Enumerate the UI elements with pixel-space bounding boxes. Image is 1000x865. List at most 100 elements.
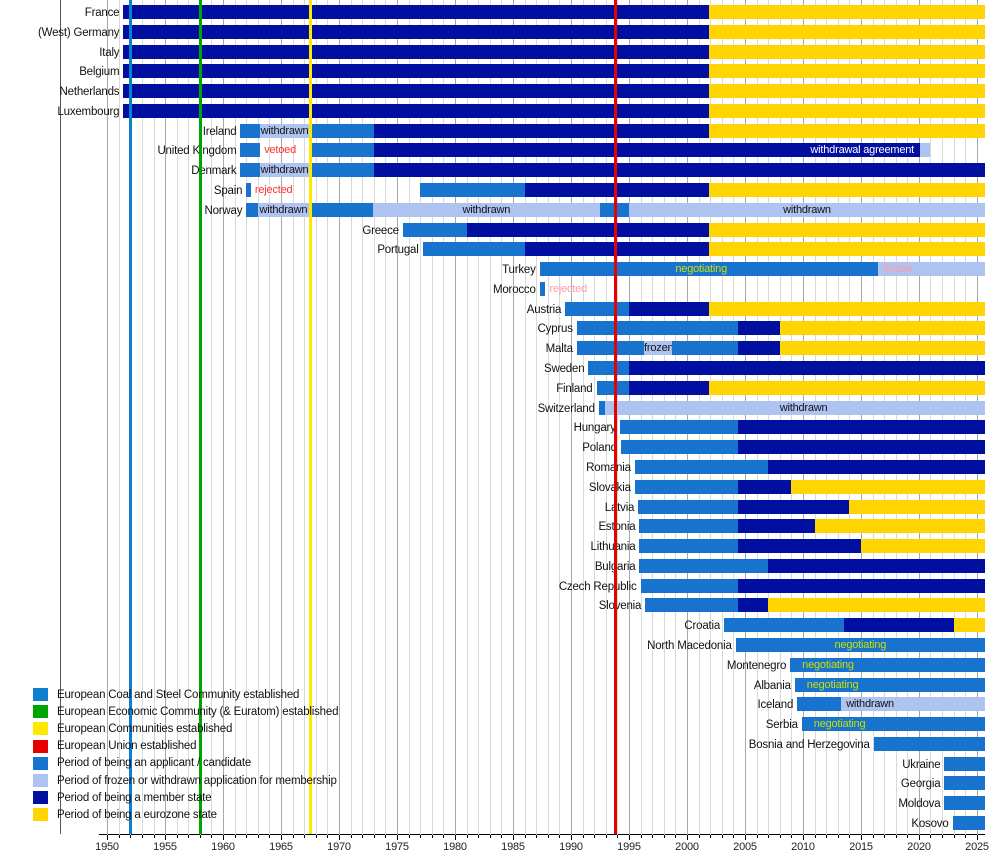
gridline — [374, 0, 375, 835]
gridline — [362, 0, 363, 835]
timeline-segment-applicant — [797, 697, 842, 712]
timeline-segment-eurozone — [953, 618, 985, 633]
table-row: Italy — [0, 44, 1000, 65]
x-tick-label: 2000 — [675, 841, 699, 853]
gridline — [246, 0, 247, 835]
x-tick — [583, 835, 584, 838]
legend-swatch — [33, 688, 48, 702]
gridline — [188, 0, 189, 835]
x-tick — [965, 835, 966, 838]
timeline-segment-frozen — [372, 202, 600, 217]
timeline-segment-applicant — [308, 202, 373, 217]
gridline — [838, 0, 839, 835]
timeline-segment-member — [373, 143, 921, 158]
gridline — [710, 0, 711, 835]
timeline-segment-applicant — [873, 736, 985, 751]
legend-item: Period of frozen or withdrawn applicatio… — [33, 772, 338, 789]
timeline-segment-eurozone — [708, 24, 985, 39]
gridline — [281, 0, 282, 835]
table-row: Serbia negotiating — [0, 717, 1000, 737]
timeline-segment-member — [737, 539, 861, 554]
x-tick — [165, 835, 166, 840]
x-tick — [235, 835, 236, 838]
x-tick-label: 2020 — [907, 841, 931, 853]
legend-swatch — [33, 756, 48, 770]
timeline-segment-member — [123, 5, 709, 19]
segment-annotation: negotiating — [813, 718, 866, 731]
event-line — [309, 0, 313, 834]
x-tick — [304, 835, 305, 838]
timeline-segment-applicant — [402, 222, 467, 237]
segment-annotation: rejected — [254, 184, 293, 197]
legend-label: Period of being a member state — [57, 791, 212, 804]
gridline — [397, 0, 398, 835]
row-label: Greece — [362, 224, 399, 237]
timeline-segment-eurozone — [708, 103, 985, 118]
segment-annotation: vetoed — [264, 144, 297, 157]
gridline — [501, 0, 502, 835]
timeline-segment-applicant — [634, 459, 769, 474]
x-tick — [246, 835, 247, 838]
x-tick — [896, 835, 897, 838]
x-tick — [490, 835, 491, 838]
x-tick — [200, 835, 201, 838]
gridline — [652, 0, 653, 835]
row-label: Turkey — [502, 264, 536, 277]
x-tick — [803, 835, 804, 840]
timeline-segment-member — [123, 24, 709, 39]
table-row: Lithuania — [0, 539, 1000, 559]
table-row: North Macedonia negotiating — [0, 637, 1000, 658]
gridline — [699, 0, 700, 835]
gridline — [327, 0, 328, 835]
timeline-segment-frozen — [260, 123, 309, 138]
timeline-segment-member — [737, 519, 815, 534]
gridline — [930, 0, 931, 835]
legend-label: European Coal and Steel Community establ… — [57, 688, 300, 701]
x-tick — [768, 835, 769, 838]
table-row: Austria — [0, 301, 1000, 322]
legend-label: European Communities established — [57, 722, 233, 735]
gridline — [293, 0, 294, 835]
event-line — [614, 0, 618, 834]
x-tick — [536, 835, 537, 838]
row-label: Romania — [586, 461, 631, 474]
segment-annotation: withdrawn — [259, 203, 308, 216]
timeline-segment-member — [737, 479, 792, 494]
timeline-segment-frozen — [841, 697, 985, 712]
x-tick-label: 1990 — [559, 841, 583, 853]
timeline-segment-frozen — [604, 400, 985, 415]
legend-label: European Economic Community (& Euratom) … — [57, 705, 339, 718]
timeline-segment-eurozone — [814, 519, 985, 534]
x-tick — [861, 835, 862, 840]
row-label: Ukraine — [902, 758, 941, 771]
segment-annotation: negotiating — [675, 263, 727, 276]
x-tick-label: 2005 — [733, 841, 757, 853]
timeline-segment-eurozone — [708, 183, 985, 198]
x-tick — [293, 835, 294, 838]
gridline — [525, 0, 526, 835]
gridline — [478, 0, 479, 835]
x-tick — [722, 835, 723, 838]
x-tick — [629, 835, 630, 840]
segment-annotation: negotiating — [806, 678, 859, 691]
table-row: Estonia — [0, 519, 1000, 539]
timeline-segment-eurozone — [708, 5, 985, 19]
x-tick — [107, 835, 108, 840]
timeline-segment-member — [628, 301, 709, 316]
timeline-segment-eurozone — [708, 242, 985, 257]
row-label: Belgium — [79, 66, 120, 79]
gridline — [896, 0, 897, 835]
row-label: Slovenia — [598, 600, 642, 613]
gridline — [211, 0, 212, 835]
timeline-segment-applicant — [308, 143, 374, 158]
legend-label: Period of being a eurozone state — [57, 808, 217, 821]
x-tick — [525, 835, 526, 838]
timeline-segment-eurozone — [779, 321, 985, 336]
gridline — [815, 0, 816, 835]
x-tick-label: 1955 — [153, 841, 177, 853]
x-tick — [177, 835, 178, 838]
x-tick-label: 1985 — [501, 841, 525, 853]
gridline — [583, 0, 584, 835]
gridline — [269, 0, 270, 835]
